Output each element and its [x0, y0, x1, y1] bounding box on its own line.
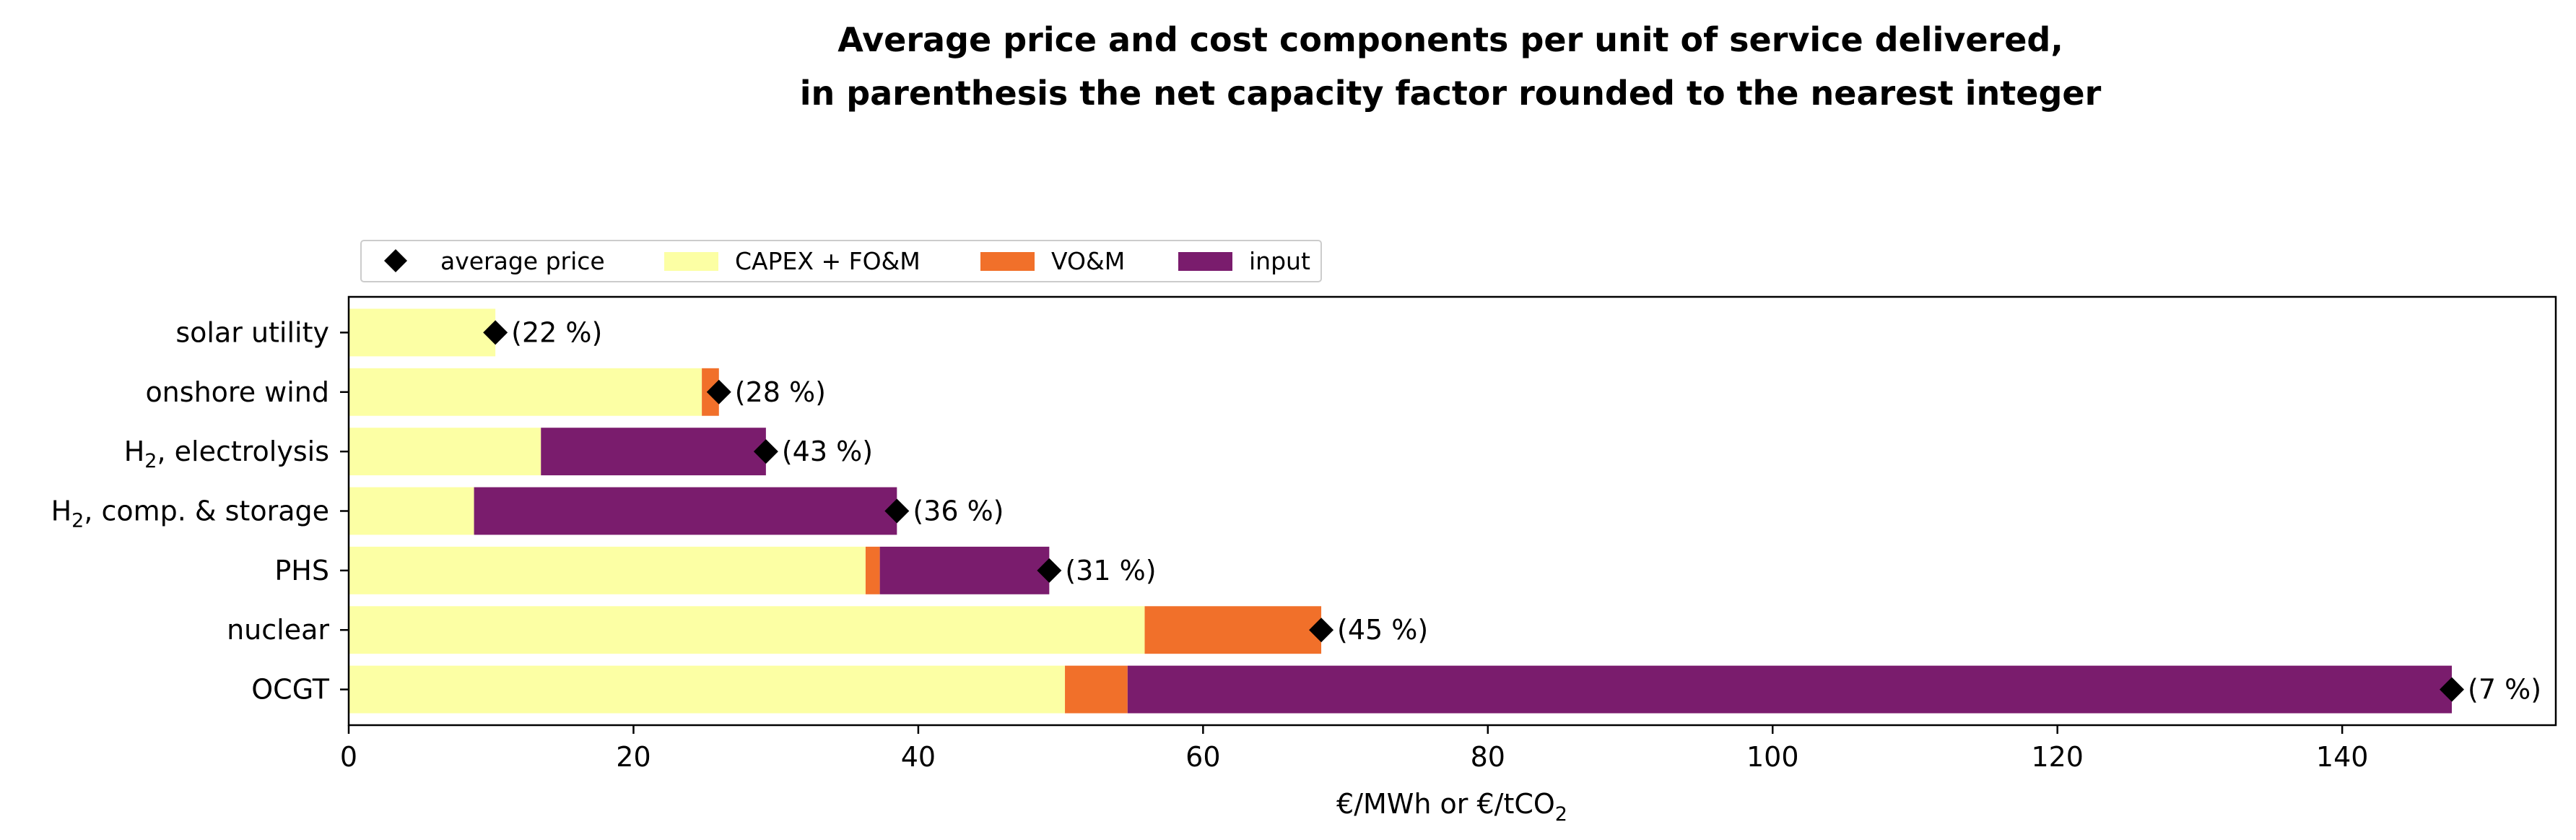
bars-group — [349, 308, 2453, 714]
bar-4-series-2 — [879, 546, 1050, 594]
x-tick-label-4: 80 — [1471, 741, 1505, 773]
average-price-marker-1 — [706, 379, 731, 404]
legend: average price CAPEX + FO&M VO&M input — [360, 240, 1322, 282]
capacity-factor-label-4: (31 %) — [1065, 555, 1156, 586]
x-tick-label-3: 60 — [1185, 741, 1220, 773]
x-tick-label-5: 100 — [1746, 741, 1799, 773]
legend-swatch-1 — [980, 252, 1035, 271]
capacity-factor-label-6: (7 %) — [2468, 674, 2541, 706]
average-price-marker-2 — [753, 439, 778, 464]
y-tick-label-5: nuclear — [227, 614, 329, 646]
legend-label-0: CAPEX + FO&M — [735, 247, 921, 275]
bar-1-series-0 — [349, 368, 702, 416]
y-tick-label-3: H2, comp. & storage — [51, 495, 329, 532]
x-axis-label: €/MWh or €/tCO2 — [1336, 788, 1567, 826]
bar-4-series-1 — [865, 546, 880, 594]
bar-2-series-0 — [349, 428, 541, 476]
bar-6-series-0 — [349, 665, 1066, 714]
legend-label-average-price: average price — [440, 247, 605, 275]
bar-5-series-0 — [349, 606, 1145, 654]
bar-2-series-2 — [541, 428, 766, 476]
y-tick-label-0: solar utility — [175, 316, 329, 348]
x-tick-label-2: 40 — [901, 741, 936, 773]
capacity-factor-label-0: (22 %) — [511, 316, 602, 348]
average-price-marker-6 — [2440, 677, 2465, 702]
capacity-factor-label-5: (45 %) — [1337, 614, 1428, 646]
legend-marker-average-price — [384, 249, 407, 272]
bar-6-series-1 — [1065, 665, 1128, 714]
average-price-marker-5 — [1309, 618, 1334, 643]
average-price-marker-0 — [483, 320, 508, 345]
bar-0-series-0 — [349, 308, 496, 357]
y-tick-label-4: PHS — [274, 555, 329, 586]
x-tick-label-1: 20 — [616, 741, 650, 773]
legend-label-2: input — [1249, 247, 1310, 275]
bar-3-series-2 — [474, 487, 897, 535]
x-axis: 0 20 40 60 80 100 120 140 — [340, 725, 2369, 773]
bar-4-series-0 — [349, 546, 866, 594]
capacity-factor-label-3: (36 %) — [913, 495, 1004, 527]
capacity-factor-label-1: (28 %) — [735, 376, 826, 408]
x-tick-label-7: 140 — [2316, 741, 2369, 773]
x-tick-label-0: 0 — [340, 741, 357, 773]
chart-title: Average price and cost components per un… — [0, 13, 2576, 120]
y-tick-label-1: onshore wind — [145, 376, 329, 408]
x-axis-label-subscript: 2 — [1555, 803, 1567, 826]
bar-5-series-1 — [1144, 606, 1322, 654]
price-markers-group — [483, 320, 2465, 702]
annotations-group: (22 %) (28 %) (43 %) (36 %) (31 %) (45 %) (7 %… — [511, 316, 2541, 705]
legend-label-1: VO&M — [1051, 247, 1125, 275]
x-tick-label-6: 120 — [2031, 741, 2084, 773]
y-tick-label-6: OCGT — [251, 674, 330, 706]
average-price-marker-4 — [1037, 558, 1062, 583]
legend-swatch-0 — [664, 252, 718, 271]
y-axis: solar utility onshore wind H2, electrolysi… — [51, 316, 349, 706]
legend-swatch-2 — [1178, 252, 1232, 271]
bar-3-series-0 — [349, 487, 474, 535]
y-tick-label-2: H2, electrolysis — [124, 436, 329, 472]
chart-title-line-1: Average price and cost components per un… — [837, 20, 2063, 59]
bar-6-series-2 — [1127, 665, 2453, 714]
chart-title-line-2: in parenthesis the net capacity factor r… — [799, 74, 2102, 113]
capacity-factor-label-2: (43 %) — [782, 436, 873, 467]
legend-frame — [360, 240, 1322, 282]
average-price-marker-3 — [884, 498, 910, 524]
